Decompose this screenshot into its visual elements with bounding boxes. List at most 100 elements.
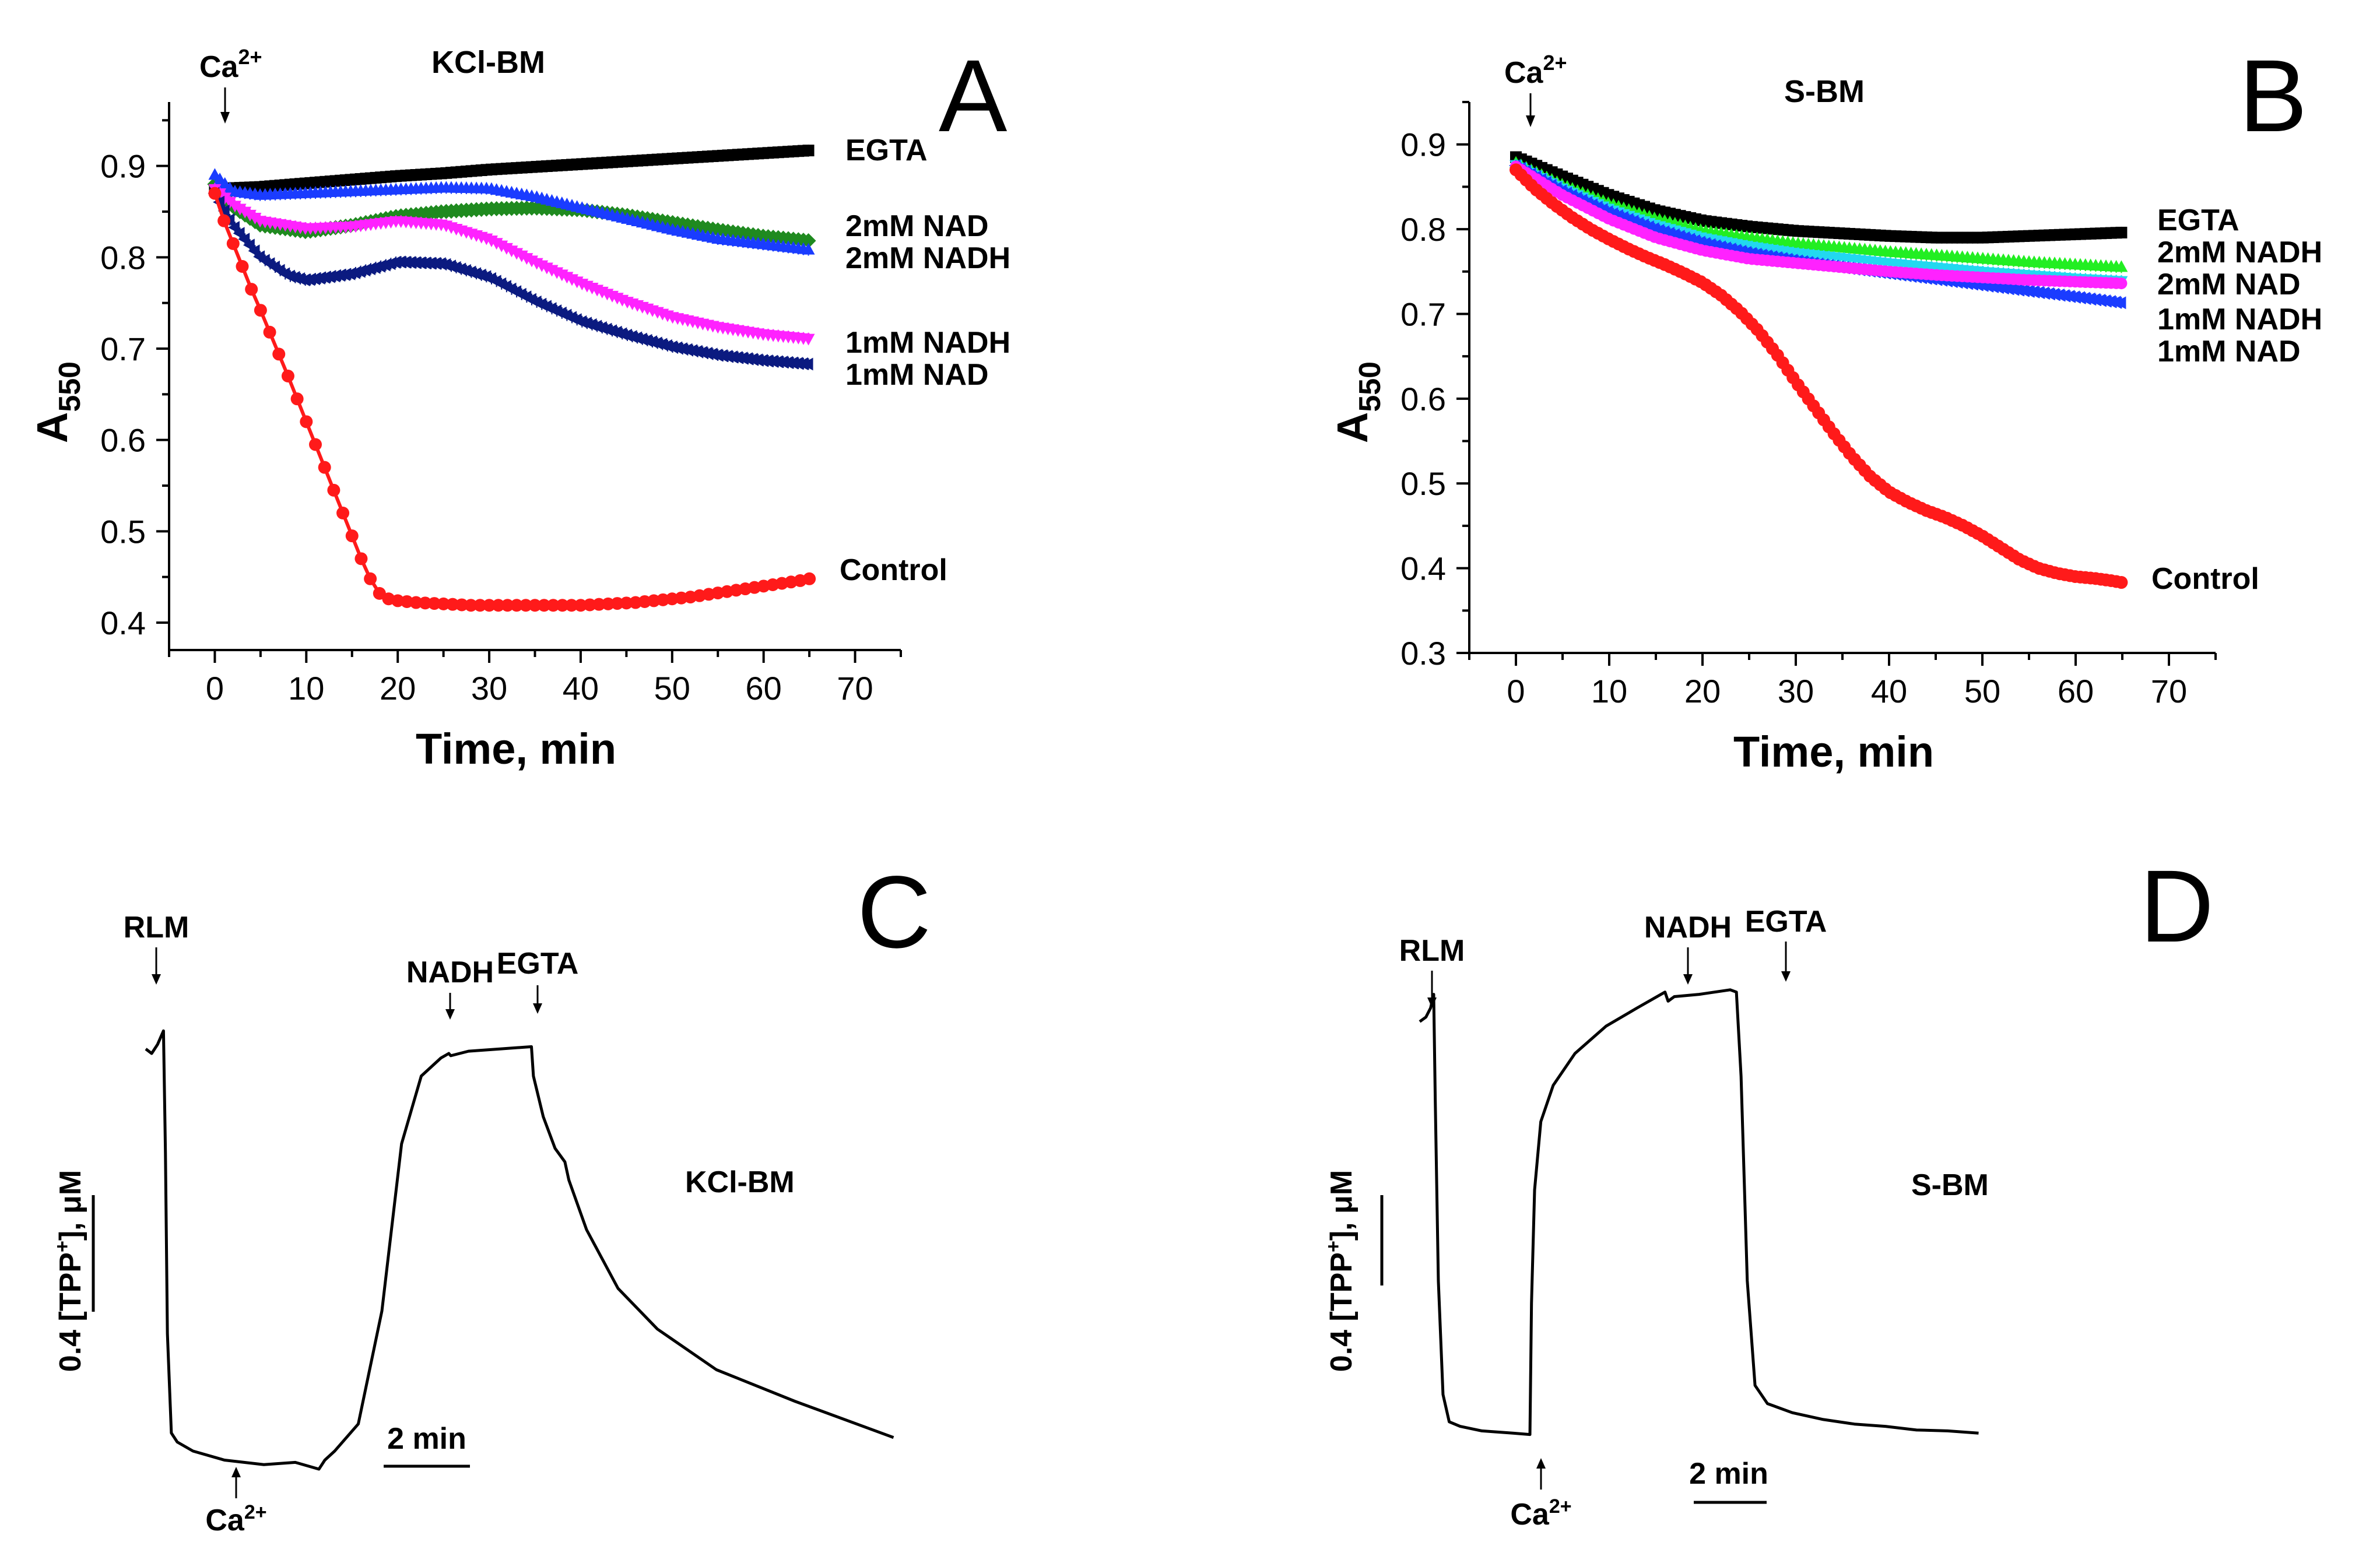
panel-a-series-1mm-nadh-point bbox=[238, 206, 252, 219]
panel-a-series-1mm-nad-point bbox=[696, 346, 708, 359]
panel-a-series-control-point bbox=[354, 552, 368, 566]
panel-d-letter: D bbox=[2140, 849, 2214, 964]
panel-a-series-1mm-nad-point bbox=[343, 267, 356, 280]
panel-b-y-tick-label: 0.4 bbox=[1400, 550, 1446, 587]
panel-b-letter: B bbox=[2239, 39, 2307, 153]
panel-b-series-1mm-nadh-point bbox=[2032, 286, 2044, 299]
panel-a-series-1mm-nad-point bbox=[434, 257, 446, 271]
panel-a-series-1mm-nad-point bbox=[726, 350, 738, 364]
panel-b-ca-label: Ca2+ bbox=[1504, 51, 1567, 90]
panel-c-tpp-trace bbox=[145, 1029, 894, 1471]
panel-b-series-label: EGTA bbox=[2157, 203, 2239, 237]
panel-a-series-control-point bbox=[236, 260, 249, 273]
panel-a-series-1mm-nadh-point bbox=[802, 333, 815, 346]
panel-b-series-1mm-nadh-point bbox=[2037, 286, 2049, 300]
panel-b-y-tick-label: 0.8 bbox=[1400, 211, 1446, 248]
panel-b-series-1mm-nadh-point bbox=[2063, 290, 2075, 303]
panel-a-series-1mm-nad-point bbox=[323, 270, 335, 283]
panel-b-x-tick-label: 60 bbox=[2058, 673, 2094, 709]
panel-a-series-control-point bbox=[803, 572, 816, 585]
panel-d-title: S-BM bbox=[1911, 1168, 1989, 1202]
panel-b-x-tick-label: 30 bbox=[1778, 673, 1814, 709]
panel-a-series-control-point bbox=[510, 599, 524, 612]
panel-d-annotation-rlm: RLM bbox=[1399, 934, 1465, 1008]
panel-a-series-1mm-nadh-point bbox=[243, 209, 257, 222]
panel-c-trace-area: RLM Ca2+ NADH EGTA bbox=[124, 911, 894, 1537]
panel-a-y-tick-label: 0.4 bbox=[100, 605, 146, 641]
panel-b-series-1mm-nadh-point bbox=[2022, 284, 2034, 298]
panel-d-tpp-trace bbox=[1419, 988, 1979, 1436]
panel-a-title: KCl-BM bbox=[431, 45, 545, 80]
panel-d-annotation-ca2--label: Ca2+ bbox=[1510, 1495, 1571, 1532]
panel-a-series-1mm-nadh-point bbox=[248, 213, 262, 225]
panel-a-series-control-point bbox=[592, 598, 606, 611]
panel-a-series-label: 1mM NAD bbox=[845, 358, 989, 392]
panel-b-ca-arrow-head bbox=[1526, 115, 1535, 127]
panel-a-series-control-point bbox=[446, 598, 459, 611]
panel-a-series-1mm-nad-point bbox=[751, 353, 763, 367]
panel-a-x-tick-label: 50 bbox=[654, 670, 690, 707]
panel-a-series-1mm-nad-point bbox=[690, 345, 703, 358]
panel-a-series-control-point bbox=[455, 598, 468, 612]
panel-a-series-control-point bbox=[556, 599, 569, 612]
panel-a-x-tick-label: 0 bbox=[206, 670, 224, 707]
panel-d-trace-area: RLM Ca2+ NADH EGTA bbox=[1399, 905, 1979, 1532]
panel-a-series-control-point bbox=[245, 283, 258, 296]
panel-a-series-1mm-nad-point bbox=[736, 352, 748, 365]
panel-a-series-1mm-nad-point bbox=[248, 244, 260, 258]
panel-a-series-1mm-nad-point bbox=[338, 268, 350, 282]
panel-b-x-tick-label: 20 bbox=[1684, 673, 1721, 709]
panel-a-series-1mm-nad-point bbox=[227, 221, 240, 234]
panel-d-annotation-egta-label: EGTA bbox=[1745, 905, 1827, 939]
panel-b-y-tick-label: 0.9 bbox=[1400, 127, 1446, 163]
panel-d-annotation-ca2--label-main: Ca bbox=[1510, 1498, 1550, 1532]
panel-b-series-1mm-nadh-point bbox=[2073, 291, 2085, 304]
panel-a-series-1mm-nad-point bbox=[313, 272, 325, 285]
panel-b-x-tick-label: 50 bbox=[1964, 673, 2000, 709]
panel-c-scale-y-sup: + bbox=[51, 1241, 73, 1252]
panel-b-series-1mm-nadh-point bbox=[2109, 296, 2121, 309]
panel-a-series-control-point bbox=[483, 599, 496, 612]
panel-b-ylabel: A550 bbox=[1328, 361, 1387, 443]
panel-a-series-1mm-nad-point bbox=[686, 344, 698, 357]
panel-b-series-2mm-nadh-point bbox=[2115, 260, 2128, 272]
panel-a-y-tick-label: 0.8 bbox=[100, 239, 146, 276]
panel-b-y-tick-label: 0.6 bbox=[1400, 381, 1446, 417]
panel-a-series-label: 2mM NADH bbox=[845, 241, 1010, 275]
panel-c-annotation-ca2--label-sup: 2+ bbox=[244, 1501, 267, 1523]
panel-c-title: KCl-BM bbox=[685, 1165, 795, 1199]
panel-c-annotation-nadh-label: NADH bbox=[406, 956, 494, 989]
panel-b-series-1mm-nadh-point bbox=[2078, 291, 2090, 305]
panel-d-annotation-ca2--arrow-head bbox=[1536, 1458, 1546, 1469]
panel-c-annotation-ca2--label-main: Ca bbox=[205, 1504, 245, 1537]
panel-a-ylabel: A550 bbox=[28, 361, 87, 443]
panel-a-series-control-point bbox=[336, 507, 350, 519]
panel-a-series-label: Control bbox=[840, 553, 947, 587]
panel-a-series-control-point bbox=[427, 597, 441, 610]
panel-a-ca-label: Ca2+ bbox=[199, 45, 262, 84]
panel-b-series-1mm-nadh-point bbox=[2088, 293, 2101, 306]
panel-a-series-1mm-nad-point bbox=[680, 343, 693, 356]
panel-c-scale-y-pre: 0.4 [TPP bbox=[54, 1252, 87, 1372]
panel-b-series-1mm-nadh-point bbox=[2017, 284, 2029, 297]
panel-a-series-1mm-nad-point bbox=[715, 349, 728, 363]
panel-b-y-tick-label: 0.3 bbox=[1400, 635, 1446, 672]
panel-d: RLM Ca2+ NADH EGTA D S-BM 0.4 [TPP+], μM 2 … bbox=[1322, 849, 2214, 1532]
panel-b-y-tick-label: 0.5 bbox=[1400, 465, 1446, 502]
panel-c-annotation-rlm-arrow-head bbox=[152, 974, 161, 985]
panel-b-series-1mm-nadh-point bbox=[2114, 296, 2126, 310]
panel-c-annotation-egta-label: EGTA bbox=[497, 947, 579, 981]
panel-b-series-1mm-nadh-point bbox=[2104, 295, 2116, 308]
panel-b-series-1mm-nadh-point bbox=[2058, 289, 2070, 303]
panel-b-series-label: Control bbox=[2151, 562, 2259, 596]
panel-a-series-1mm-nadh-point bbox=[233, 203, 247, 216]
panel-c-scalebar-x-label: 2 min bbox=[387, 1422, 466, 1456]
panel-c-annotation-nadh: NADH bbox=[406, 956, 494, 1020]
panel-c-scalebar-y-label: 0.4 [TPP+], μM bbox=[51, 1170, 87, 1372]
panel-b-xlabel: Time, min bbox=[1733, 728, 1934, 776]
panel-a-series-control-point bbox=[546, 599, 560, 612]
panel-a-series-control-point bbox=[492, 599, 505, 612]
panel-a-series-label: 1mM NADH bbox=[845, 326, 1010, 360]
panel-d-scale-y-pre: 0.4 [TPP bbox=[1325, 1252, 1359, 1372]
